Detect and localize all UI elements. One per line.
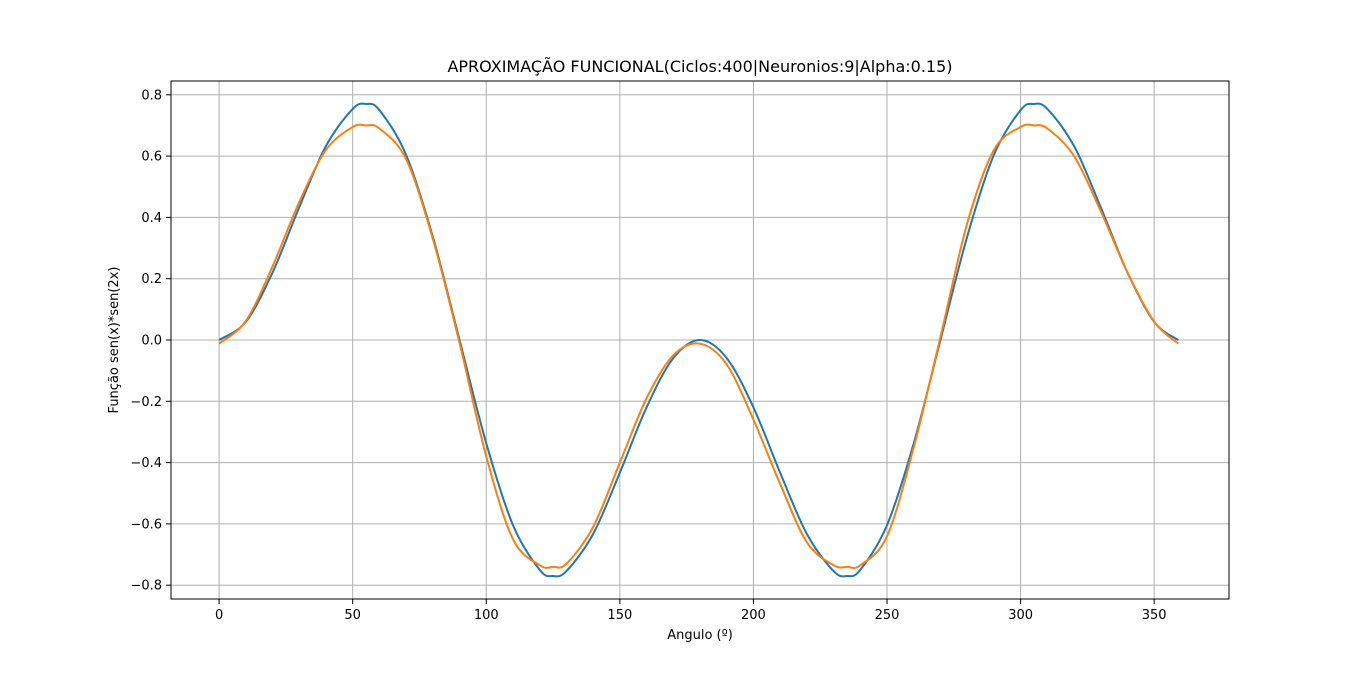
- series-line-2: [218, 123, 1179, 570]
- y-tick-label: −0.6: [130, 517, 162, 532]
- y-tick-label: 0.8: [141, 88, 162, 103]
- y-axis-label: Função sen(x)*sen(2x): [107, 267, 122, 414]
- x-tick-label: 150: [607, 608, 632, 623]
- y-tick-label: −0.2: [130, 395, 162, 410]
- x-tick-label: 300: [1008, 608, 1033, 623]
- x-tick-label: 200: [741, 608, 766, 623]
- x-axis-label: Angulo (º): [667, 628, 733, 643]
- x-tick-label: 350: [1142, 608, 1167, 623]
- x-tick-label: 50: [344, 608, 361, 623]
- y-tick-label: −0.4: [130, 456, 162, 471]
- x-tick-label: 0: [215, 608, 223, 623]
- series-line-1: [218, 102, 1179, 578]
- chart-title: APROXIMAÇÃO FUNCIONAL(Ciclos:400|Neuroni…: [447, 57, 952, 76]
- y-tick-label: −0.8: [130, 579, 162, 594]
- x-tick-label: 250: [875, 608, 900, 623]
- axis-ticks: 0 50 100 150 200 250 300 350 0.8 0.6 0.4 0.2 0.0 −0.2…: [130, 88, 1166, 623]
- y-tick-label: 0.4: [141, 211, 162, 226]
- y-tick-label: 0.6: [141, 150, 162, 165]
- series-layer: [218, 102, 1179, 578]
- y-tick-label: 0.2: [141, 272, 162, 287]
- x-tick-label: 100: [474, 608, 499, 623]
- y-tick-label: 0.0: [141, 334, 162, 349]
